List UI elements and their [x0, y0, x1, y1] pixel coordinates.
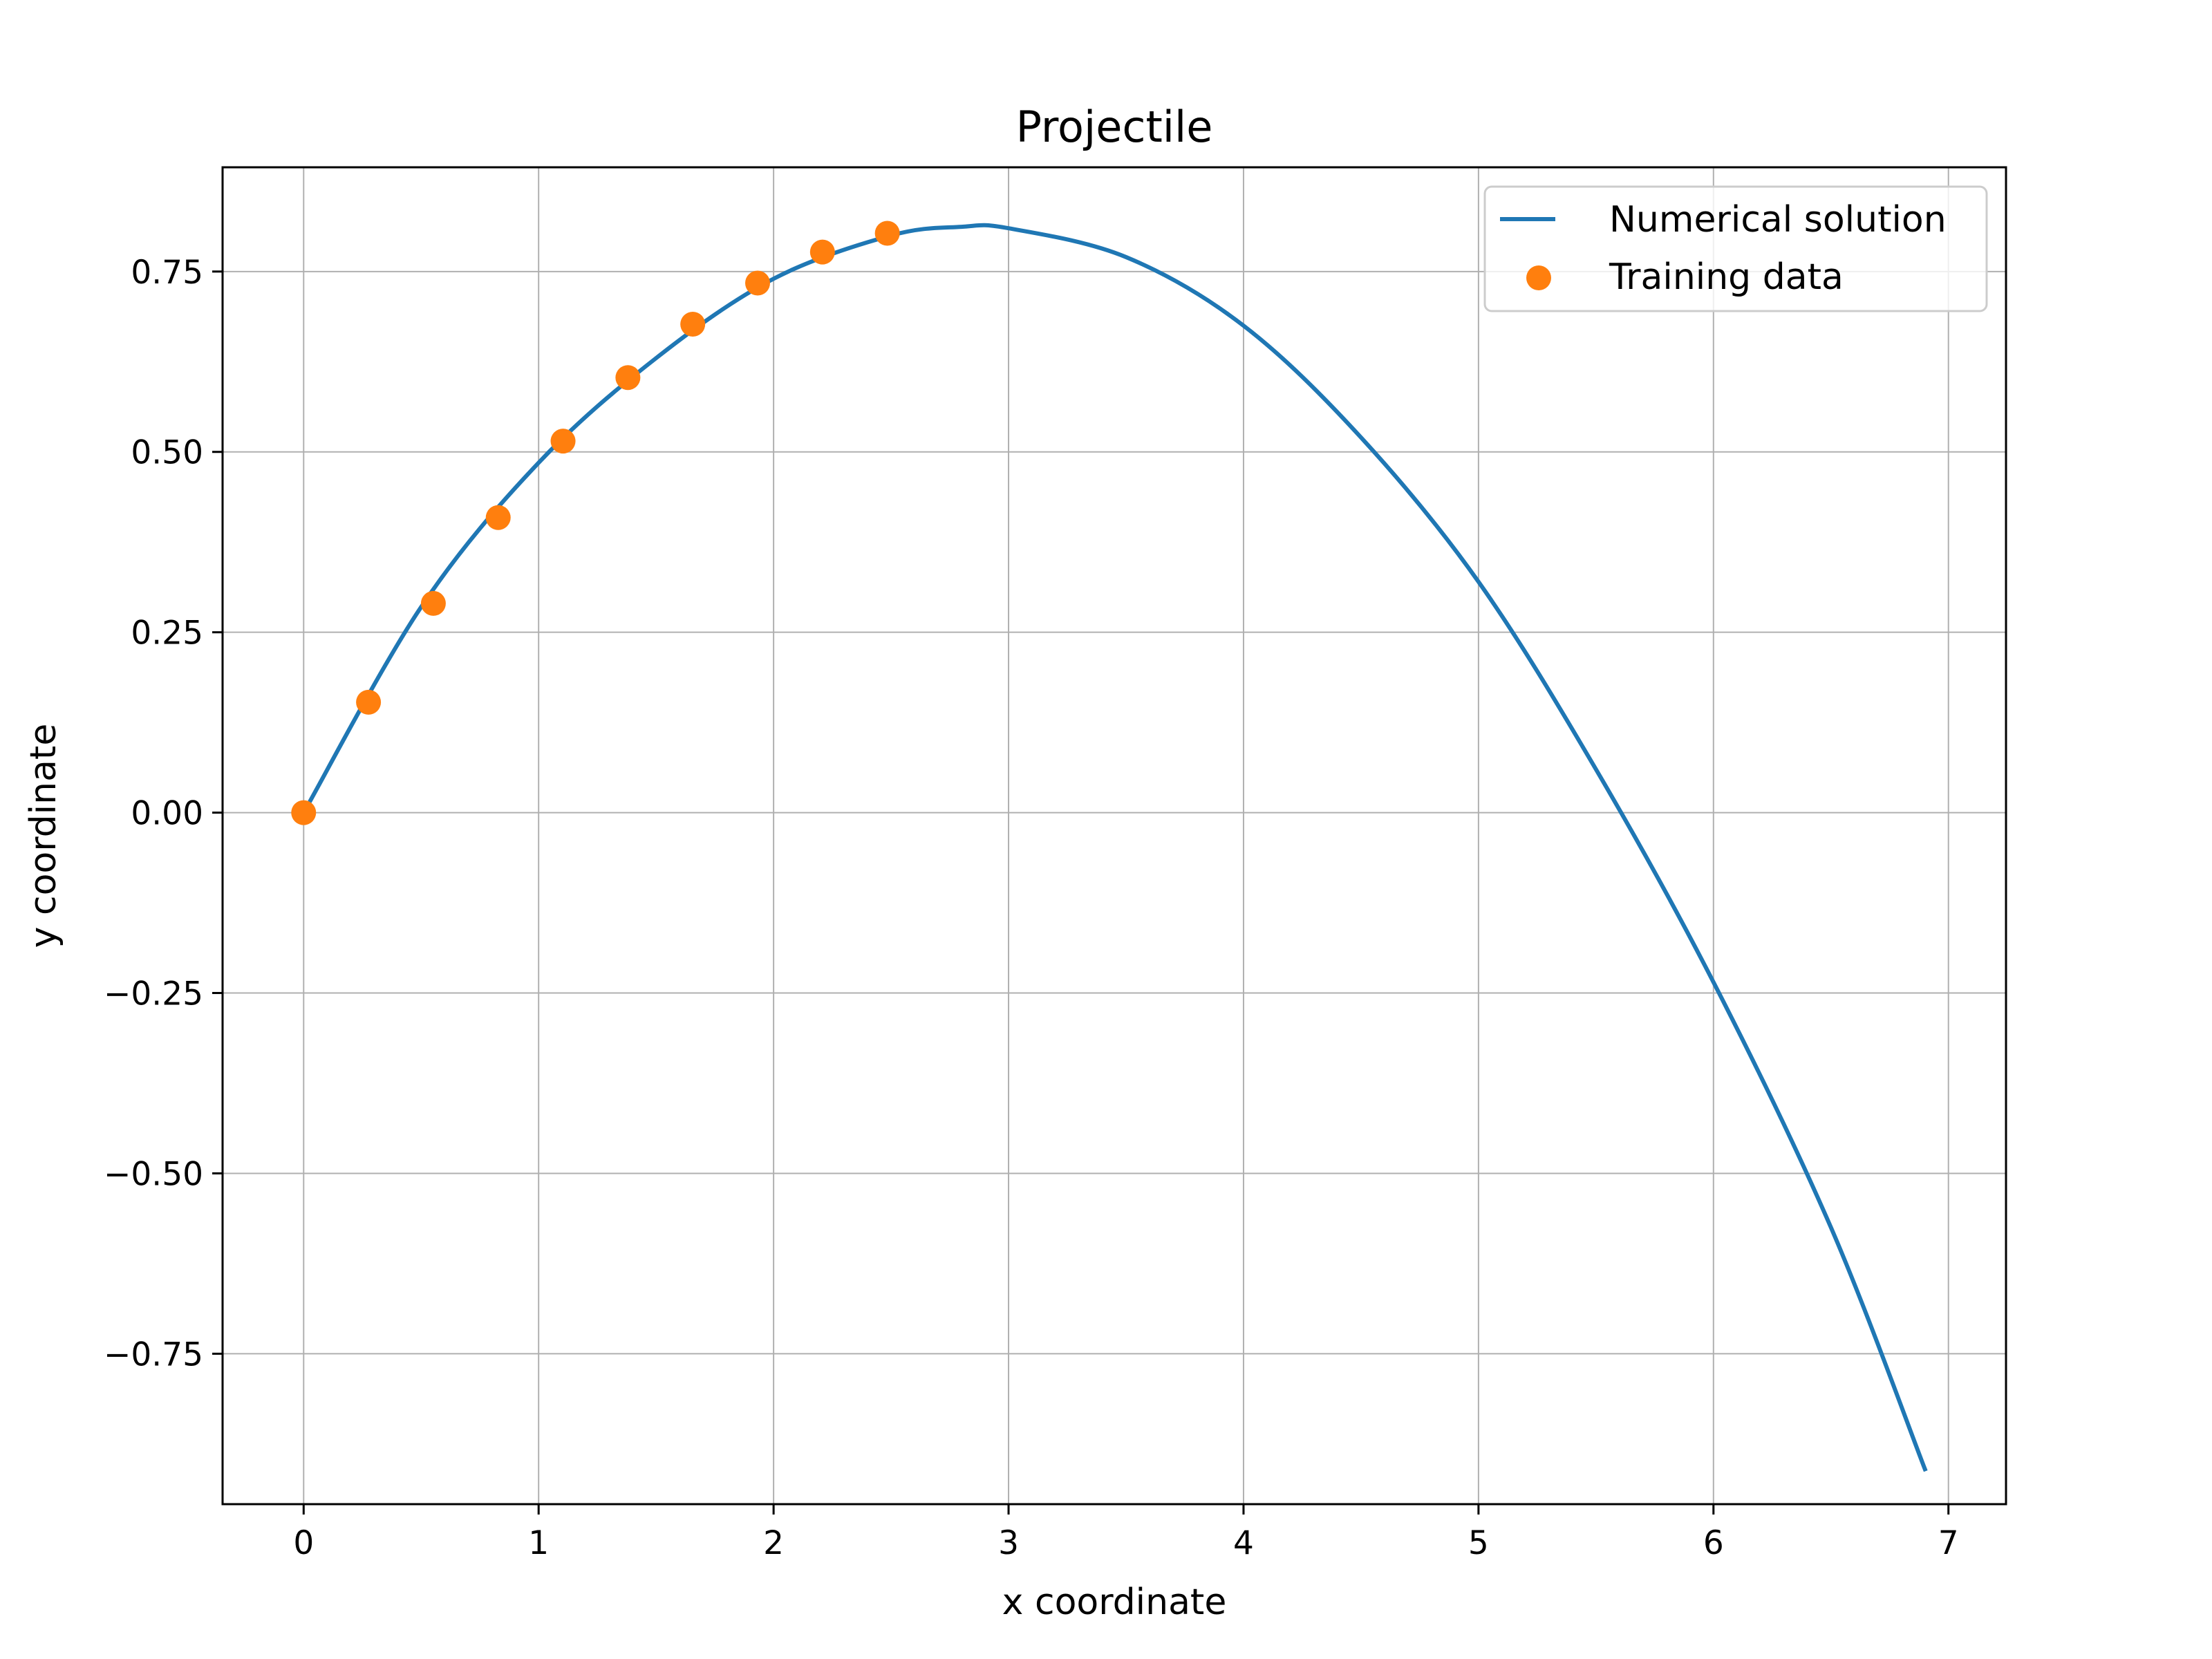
training-data-point	[874, 221, 900, 246]
training-data-point	[291, 800, 317, 825]
x-axis-title: x coordinate	[1002, 1582, 1227, 1623]
training-data-point	[745, 270, 770, 296]
x-tick-label: 6	[1703, 1524, 1724, 1562]
y-tick-label: −0.75	[104, 1335, 203, 1374]
y-axis-title: y coordinate	[23, 724, 64, 948]
y-tick-label: 0.50	[131, 434, 203, 472]
training-data-point	[356, 689, 382, 715]
x-tick-label: 1	[528, 1524, 549, 1562]
y-tick-label: −0.25	[104, 975, 203, 1013]
series-line-numerical-solution	[301, 223, 1928, 1472]
chart-title: Projectile	[1016, 102, 1213, 152]
axes-frame	[221, 166, 2007, 1506]
grid-lines	[223, 167, 2006, 1504]
axis-ticks: 0 1 2 3 4 5 6 7 0.75 0.50 0.25 0.00 −0.25 −0.50 −0.75	[104, 254, 1959, 1562]
legend-label-training-data: Training data	[1609, 256, 1844, 298]
x-tick-label: 5	[1468, 1524, 1489, 1562]
y-tick-label: 0.00	[131, 795, 203, 833]
training-data-point	[809, 239, 835, 265]
x-tick-label: 0	[293, 1524, 314, 1562]
training-data-point	[550, 429, 576, 454]
plot-series	[291, 221, 1928, 1472]
legend: Numerical solution Training data	[1483, 185, 1988, 312]
x-tick-label: 3	[998, 1524, 1019, 1562]
y-tick-label: 0.75	[131, 254, 203, 292]
x-tick-label: 4	[1233, 1524, 1254, 1562]
y-tick-label: −0.50	[104, 1155, 203, 1193]
y-tick-label: 0.25	[131, 615, 203, 653]
x-tick-label: 2	[763, 1524, 784, 1562]
legend-marker-swatch	[1526, 265, 1551, 290]
x-tick-label: 7	[1938, 1524, 1959, 1562]
legend-box	[1483, 185, 1988, 312]
training-data-point	[420, 590, 446, 616]
training-data-point	[615, 365, 641, 391]
training-data-point	[485, 505, 511, 530]
training-data-point	[680, 312, 706, 337]
legend-label-numerical-solution: Numerical solution	[1609, 199, 1947, 241]
